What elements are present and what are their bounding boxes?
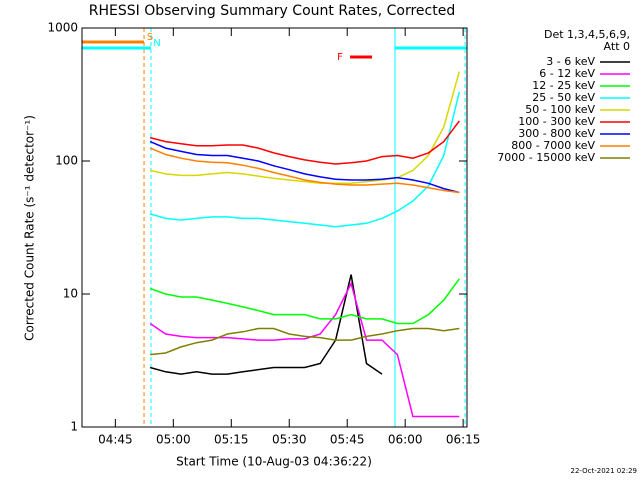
timestamp: 22-Oct-2021 02:29 — [571, 467, 637, 475]
series-line — [150, 327, 460, 356]
legend-title: Det 1,3,4,5,6,9, — [544, 28, 630, 41]
legend-title: Att 0 — [604, 40, 630, 53]
x-tick-label: 05:45 — [330, 433, 365, 447]
flag-label: S — [147, 32, 153, 43]
x-tick-label: 06:15 — [446, 433, 481, 447]
series-line — [149, 278, 460, 325]
legend-label: 100 - 300 keV — [518, 115, 595, 128]
x-tick-label: 04:45 — [98, 433, 133, 447]
legend-label: 3 - 6 keV — [546, 55, 595, 68]
y-tick-label: 1000 — [47, 21, 78, 35]
plot-frame — [81, 27, 468, 428]
series-line — [149, 140, 460, 194]
y-tick-label: 10 — [63, 287, 78, 301]
series-line — [149, 281, 460, 418]
legend-label: 25 - 50 keV — [532, 91, 595, 104]
x-tick-label: 05:30 — [272, 433, 307, 447]
legend-label: 300 - 800 keV — [518, 127, 595, 140]
series-line — [149, 71, 461, 185]
series-line — [149, 91, 461, 228]
x-axis-label: Start Time (10-Aug-03 04:36:22) — [176, 455, 372, 469]
y-axis-label: Corrected Count Rate (s⁻¹ detector⁻¹) — [23, 115, 37, 341]
series-line — [149, 120, 460, 165]
legend-label: 50 - 100 keV — [525, 103, 595, 116]
flag-label: N — [153, 38, 160, 49]
chart-title: RHESSI Observing Summary Count Rates, Co… — [89, 3, 455, 19]
legend-label: 800 - 7000 keV — [511, 139, 595, 152]
legend-label: 6 - 12 keV — [539, 67, 595, 80]
flag-label: F — [337, 52, 343, 63]
series-line — [149, 147, 460, 194]
x-tick-label: 05:00 — [156, 433, 191, 447]
x-tick-label: 05:15 — [214, 433, 249, 447]
legend-label: 7000 - 15000 keV — [497, 151, 595, 164]
x-tick-label: 06:00 — [388, 433, 423, 447]
legend-label: 12 - 25 keV — [532, 79, 595, 92]
y-tick-label: 100 — [55, 154, 78, 168]
series-line — [149, 274, 383, 375]
y-tick-label: 1 — [70, 420, 78, 434]
